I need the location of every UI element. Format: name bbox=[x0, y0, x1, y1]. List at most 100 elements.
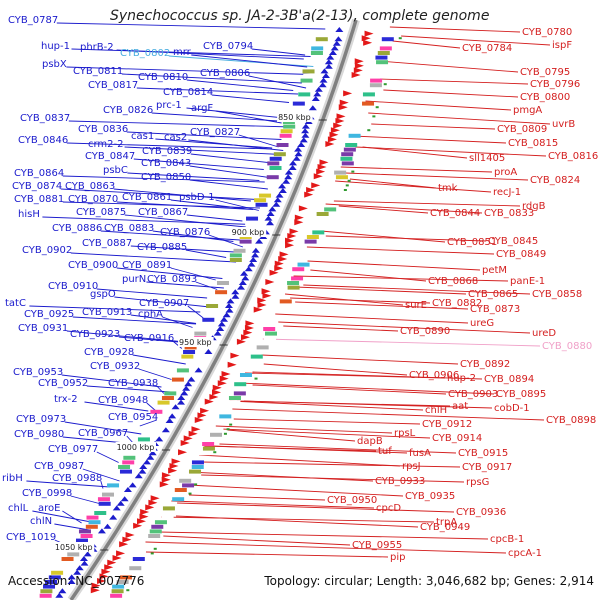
gene-label-right[interactable]: CYB_0784 bbox=[462, 43, 512, 54]
gene-arrow-right[interactable] bbox=[90, 587, 100, 594]
gene-label-left[interactable]: CYB_0863 bbox=[65, 181, 115, 192]
gene-arrow-left[interactable] bbox=[313, 91, 322, 97]
gene-arrow-right[interactable] bbox=[178, 449, 188, 456]
gene-label-left[interactable]: CYB_0973 bbox=[16, 414, 66, 425]
gene-arrow-left[interactable] bbox=[255, 238, 264, 244]
gene-arrow-left[interactable] bbox=[120, 496, 129, 502]
gene-label-right[interactable]: aat bbox=[452, 401, 468, 412]
gene-arrow-left[interactable] bbox=[222, 312, 231, 318]
gene-arrow-right[interactable] bbox=[316, 168, 326, 175]
gene-arrow-left[interactable] bbox=[266, 220, 275, 226]
gene-label-right[interactable]: CYB_0914 bbox=[432, 433, 482, 444]
gene-label-left[interactable]: CYB_0870 bbox=[68, 194, 118, 205]
gene-arrow-right[interactable] bbox=[133, 522, 143, 529]
gene-arrow-right[interactable] bbox=[311, 182, 321, 189]
gene-label-right[interactable]: CYB_0858 bbox=[532, 289, 582, 300]
gene-arrow-left[interactable] bbox=[282, 178, 291, 184]
gene-label-left[interactable]: cphA bbox=[138, 309, 163, 320]
gene-label-left[interactable]: CYB_0787 bbox=[8, 15, 58, 26]
gene-label-left[interactable]: CYB_1019 bbox=[6, 532, 56, 543]
gene-arrow-right[interactable] bbox=[298, 205, 308, 212]
gene-label-left[interactable]: CYB_0913 bbox=[82, 307, 132, 318]
gene-label-left[interactable]: CYB_0814 bbox=[163, 87, 213, 98]
gene-arrow-left[interactable] bbox=[80, 560, 89, 566]
gene-arrow-left[interactable] bbox=[226, 298, 235, 304]
gene-arrow-right[interactable] bbox=[261, 288, 271, 295]
gene-label-right[interactable]: hup-2 bbox=[447, 373, 476, 384]
gene-label-left[interactable]: CYB_0988 bbox=[52, 473, 102, 484]
gene-arrow-right[interactable] bbox=[306, 187, 316, 193]
gene-label-right[interactable]: CYB_0935 bbox=[405, 491, 455, 502]
gene-label-left[interactable]: mrr bbox=[173, 47, 192, 58]
gene-label-right[interactable]: CYB_0865 bbox=[468, 289, 518, 300]
gene-arrow-left[interactable] bbox=[328, 50, 337, 55]
gene-arrow-left[interactable] bbox=[249, 257, 258, 262]
gene-arrow-left[interactable] bbox=[289, 160, 298, 166]
gene-arrow-left[interactable] bbox=[301, 128, 310, 134]
gene-label-right[interactable]: CYB_0780 bbox=[522, 27, 572, 38]
gene-label-left[interactable]: CYB_0907 bbox=[139, 298, 189, 309]
gene-label-left[interactable]: chlN bbox=[30, 516, 52, 527]
gene-arrow-right[interactable] bbox=[262, 292, 272, 299]
gene-arrow-left[interactable] bbox=[294, 151, 303, 157]
gene-label-right[interactable]: panE-1 bbox=[510, 276, 545, 287]
gene-label-right[interactable]: chlH bbox=[425, 405, 447, 416]
gene-arrow-right[interactable] bbox=[139, 513, 149, 520]
gene-arrow-left[interactable] bbox=[182, 385, 191, 391]
gene-label-left[interactable]: CYB_0802 bbox=[120, 48, 170, 59]
gene-label-right[interactable]: cobD-1 bbox=[494, 403, 530, 414]
gene-arrow-left[interactable] bbox=[292, 155, 301, 161]
gene-label-left[interactable]: CYB_0864 bbox=[14, 168, 64, 179]
gene-label-right[interactable]: tmk bbox=[438, 183, 458, 194]
gene-arrow-right[interactable] bbox=[343, 90, 353, 97]
gene-arrow-right[interactable] bbox=[338, 104, 348, 111]
gene-arrow-left[interactable] bbox=[284, 174, 293, 180]
gene-label-left[interactable]: aroE bbox=[38, 503, 60, 514]
gene-label-right[interactable]: uvrB bbox=[552, 119, 575, 130]
gene-arrow-left[interactable] bbox=[213, 330, 222, 336]
gene-arrow-right[interactable] bbox=[354, 62, 364, 69]
gene-arrow-left[interactable] bbox=[238, 280, 247, 285]
gene-arrow-left[interactable] bbox=[148, 450, 157, 456]
gene-arrow-left[interactable] bbox=[236, 284, 245, 290]
gene-label-right[interactable]: trpA bbox=[436, 517, 457, 528]
gene-arrow-right[interactable] bbox=[265, 279, 275, 285]
gene-label-left[interactable]: CYB_0977 bbox=[48, 444, 98, 455]
gene-arrow-right[interactable] bbox=[230, 352, 240, 359]
gene-label-left[interactable]: hup-1 bbox=[41, 41, 70, 52]
gene-label-left[interactable]: psbX bbox=[42, 59, 67, 70]
gene-arrow-right[interactable] bbox=[317, 164, 327, 170]
gene-label-right[interactable]: CYB_0892 bbox=[460, 359, 510, 370]
gene-arrow-left[interactable] bbox=[142, 459, 151, 465]
gene-arrow-left[interactable] bbox=[319, 77, 328, 83]
gene-label-right[interactable]: cpcD bbox=[376, 503, 401, 514]
gene-arrow-left[interactable] bbox=[288, 165, 297, 170]
gene-arrow-right[interactable] bbox=[161, 472, 171, 479]
gene-arrow-left[interactable] bbox=[308, 105, 317, 111]
gene-label-right[interactable]: tuf bbox=[378, 446, 392, 457]
gene-label-right[interactable]: ureG bbox=[470, 318, 494, 329]
gene-label-right[interactable]: CYB_0795 bbox=[520, 67, 570, 78]
gene-label-left[interactable]: CYB_0806 bbox=[200, 68, 250, 79]
gene-label-left[interactable]: CYB_0876 bbox=[160, 227, 210, 238]
gene-arrow-left[interactable] bbox=[272, 201, 281, 207]
gene-label-left[interactable]: CYB_0928 bbox=[84, 347, 134, 358]
gene-label-right[interactable]: CYB_0800 bbox=[520, 92, 570, 103]
gene-arrow-right[interactable] bbox=[333, 122, 343, 129]
gene-arrow-left[interactable] bbox=[297, 142, 306, 147]
gene-arrow-left[interactable] bbox=[116, 500, 125, 506]
gene-arrow-right[interactable] bbox=[137, 518, 147, 525]
gene-arrow-left[interactable] bbox=[231, 289, 240, 295]
gene-label-right[interactable]: surE bbox=[405, 300, 427, 311]
gene-arrow-right[interactable] bbox=[112, 555, 122, 561]
gene-arrow-left[interactable] bbox=[244, 266, 253, 272]
gene-arrow-right[interactable] bbox=[285, 237, 295, 244]
gene-arrow-left[interactable] bbox=[278, 188, 287, 193]
gene-label-left[interactable]: CYB_0861 bbox=[122, 192, 172, 203]
gene-label-left[interactable]: CYB_0885 bbox=[137, 242, 187, 253]
gene-arrow-right[interactable] bbox=[257, 302, 267, 308]
gene-arrow-left[interactable] bbox=[318, 82, 327, 88]
gene-arrow-left[interactable] bbox=[275, 192, 284, 198]
gene-arrow-right[interactable] bbox=[219, 375, 229, 382]
gene-label-right[interactable]: CYB_0815 bbox=[508, 138, 558, 149]
